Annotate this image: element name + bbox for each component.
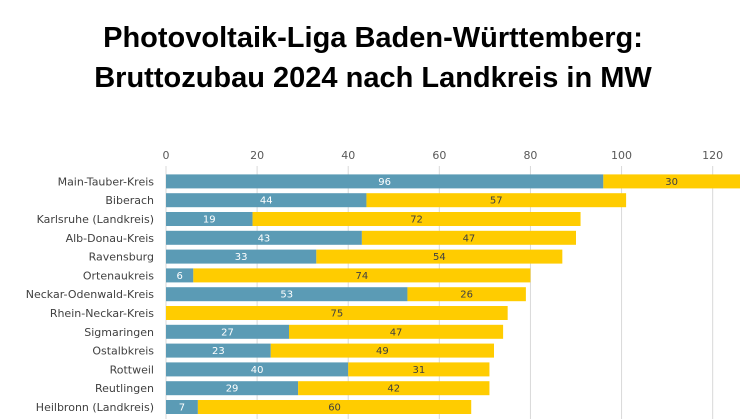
data-label: 29 bbox=[226, 384, 239, 395]
bar-segment bbox=[166, 193, 367, 208]
category-label: Reutlingen bbox=[95, 382, 154, 395]
bar-segment bbox=[193, 268, 531, 283]
data-label: 19 bbox=[203, 215, 216, 226]
chart-title-line-1: Photovoltaik-Liga Baden-Württemberg: bbox=[103, 22, 643, 54]
data-label: 75 bbox=[330, 309, 343, 320]
data-label: 27 bbox=[221, 327, 234, 338]
category-label: Alb-Donau-Kreis bbox=[66, 232, 155, 245]
bar-segment bbox=[289, 324, 504, 339]
category-label: Karlsruhe (Landkreis) bbox=[37, 213, 154, 226]
category-label: Sigmaringen bbox=[84, 326, 154, 339]
category-label: Biberach bbox=[105, 194, 154, 207]
chart-title-line-2: Bruttozubau 2024 nach Landkreis in MW bbox=[94, 62, 652, 94]
bar-segment bbox=[252, 212, 581, 226]
bar-segment bbox=[166, 287, 408, 302]
data-label: 49 bbox=[376, 346, 389, 357]
bar-segment bbox=[166, 249, 317, 264]
bar-segment bbox=[166, 306, 508, 320]
x-tick-label: 0 bbox=[163, 149, 170, 162]
bar-segment bbox=[316, 249, 563, 264]
data-label: 33 bbox=[235, 252, 248, 263]
x-tick-label: 120 bbox=[702, 149, 723, 162]
data-label: 96 bbox=[378, 177, 391, 188]
bar-segment bbox=[166, 212, 253, 226]
data-label: 47 bbox=[390, 327, 403, 338]
bar-segment bbox=[298, 381, 490, 396]
bar-segment bbox=[166, 400, 198, 414]
x-tick-label: 80 bbox=[523, 149, 537, 162]
bar-segment bbox=[603, 174, 740, 189]
bar-segment bbox=[166, 324, 289, 339]
data-label: 43 bbox=[258, 233, 271, 244]
x-tick-label: 20 bbox=[250, 149, 264, 162]
category-label: Ortenaukreis bbox=[83, 269, 154, 282]
data-label: 7 bbox=[179, 403, 185, 414]
bar-segment bbox=[270, 343, 494, 358]
category-label: Ravensburg bbox=[89, 251, 154, 264]
data-label: 57 bbox=[490, 196, 503, 207]
data-label: 30 bbox=[665, 177, 678, 188]
data-label: 23 bbox=[212, 346, 225, 357]
chart-title: Photovoltaik-Liga Baden-Württemberg: Bru… bbox=[0, 18, 746, 98]
bar-segment bbox=[366, 193, 627, 208]
data-label: 26 bbox=[460, 290, 473, 301]
category-label: Rhein-Neckar-Kreis bbox=[50, 307, 154, 320]
bars: 96 30 44 57 19 72 43 47 33 54 6 74 53 26 75 27 47 23 49 40 3… bbox=[166, 174, 740, 414]
data-label: 74 bbox=[356, 271, 369, 282]
bar-segment bbox=[407, 287, 526, 302]
category-labels: Main-Tauber-Kreis Biberach Karlsruhe (Land… bbox=[26, 175, 155, 414]
data-label: 42 bbox=[387, 384, 400, 395]
category-label: Main-Tauber-Kreis bbox=[58, 175, 155, 188]
x-axis-ticks: 0 20 40 60 80 100 120 bbox=[163, 149, 724, 162]
data-label: 53 bbox=[280, 290, 293, 301]
category-label: Ostalbkreis bbox=[92, 345, 154, 358]
data-label: 72 bbox=[410, 215, 423, 226]
bar-segment bbox=[197, 400, 472, 414]
data-label: 31 bbox=[412, 365, 425, 376]
bar-segment bbox=[348, 362, 490, 377]
category-label: Heilbronn (Landkreis) bbox=[36, 401, 154, 414]
bar-segment bbox=[166, 362, 349, 377]
bar-segment bbox=[166, 174, 604, 189]
x-tick-label: 60 bbox=[432, 149, 446, 162]
data-label: 40 bbox=[251, 365, 264, 376]
bar-segment bbox=[166, 230, 362, 245]
bar-segment bbox=[166, 381, 299, 396]
data-label: 6 bbox=[176, 271, 182, 282]
category-label: Neckar-Odenwald-Kreis bbox=[26, 288, 154, 301]
data-label: 54 bbox=[433, 252, 446, 263]
category-label: Rottweil bbox=[110, 363, 154, 376]
data-label: 47 bbox=[463, 233, 476, 244]
bar-segment bbox=[361, 230, 576, 245]
bar-segment bbox=[166, 268, 194, 283]
x-tick-label: 100 bbox=[611, 149, 632, 162]
data-label: 44 bbox=[260, 196, 273, 207]
x-tick-label: 40 bbox=[341, 149, 355, 162]
bar-segment bbox=[166, 343, 271, 358]
data-label: 60 bbox=[328, 403, 341, 414]
